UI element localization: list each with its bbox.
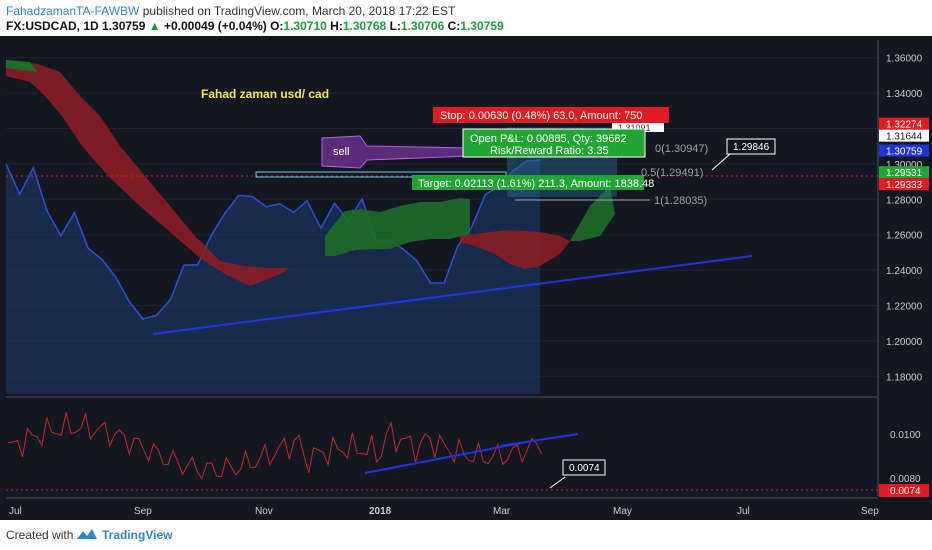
price-label-text: 1.29333	[886, 180, 923, 191]
price-label-text: 1.29531	[886, 168, 923, 179]
fib-05-label: 0.5(1.29491)	[641, 167, 703, 179]
osc-callout-text: 0.0074	[569, 463, 600, 474]
y-tick-label: 1.26000	[886, 231, 923, 242]
callout-box[interactable]	[726, 138, 776, 155]
x-tick-label: Mar	[493, 506, 511, 517]
osc-tick-1: 0.0100	[890, 430, 921, 441]
symbol-label: FX:USDCAD, 1D	[6, 19, 99, 33]
stop-value: 1.31091	[618, 123, 651, 133]
stop-text: Stop: 0.00630 (0.48%) 63.0, Amount: 750	[440, 110, 642, 122]
sell-label: sell	[333, 146, 350, 158]
price-line	[5, 159, 541, 320]
high-label: H:	[330, 19, 343, 33]
x-tick-label: 2018	[369, 506, 392, 517]
osc-trendline-b[interactable]	[499, 433, 579, 447]
created-with-text: Created with	[6, 528, 74, 542]
price-label-box	[879, 166, 929, 179]
publish-text: published on TradingView.com, March 20, …	[142, 4, 456, 18]
reward-zone	[507, 151, 617, 197]
oscillator-pane[interactable]: 0.0074 0.0100 0.0080 0.0074	[6, 412, 929, 497]
x-tick-label: Sep	[861, 506, 879, 517]
chart-header: FahadzamanTA-FAWBW published on TradingV…	[0, 0, 932, 36]
x-tick-label: Sep	[134, 506, 152, 517]
tradingview-logo-icon[interactable]	[76, 527, 98, 541]
stop-box[interactable]	[433, 107, 669, 123]
pnl-text: Open P&L: 0.00885, Qty: 39682	[470, 133, 627, 145]
price-label-box	[879, 144, 929, 157]
target-box[interactable]	[412, 175, 644, 190]
tradingview-brand[interactable]: TradingView	[102, 528, 173, 542]
symbol-info: FX:USDCAD, 1D 1.30759 ▲ +0.00049 (+0.04%…	[6, 19, 504, 33]
callout-text: 1.29846	[733, 142, 770, 153]
y-tick-label: 1.22000	[886, 302, 923, 313]
osc-current-text: 0.0074	[890, 486, 921, 497]
price-change: +0.00049 (+0.04%)	[163, 19, 267, 33]
x-tick-label: May	[613, 506, 632, 517]
price-label-box	[879, 117, 929, 130]
target-text: Target: 0.02113 (1.61%) 211.3, Amount: 1…	[418, 178, 654, 190]
cloud-bull-mid	[325, 198, 470, 256]
x-tick-label: Jul	[9, 506, 22, 517]
fib-0-label: 0(1.30947)	[655, 143, 708, 155]
chart-canvas[interactable]: sell Stop: 0.00630 (0.48%) 63.0, Amount:…	[0, 36, 932, 520]
price-label-box	[879, 129, 929, 142]
pnl-box[interactable]	[462, 128, 646, 158]
up-arrow-icon: ▲	[148, 19, 161, 33]
callout-pointer	[711, 153, 731, 171]
author-link[interactable]: FahadzamanTA-FAWBW	[6, 4, 140, 18]
footer: Created with TradingView	[0, 520, 932, 550]
open-value: 1.30710	[283, 19, 327, 33]
y-tick-label: 1.34000	[886, 89, 923, 100]
y-tick-label: 1.18000	[886, 372, 923, 383]
osc-callout-pointer	[549, 476, 566, 489]
price-label-text: 1.32274	[886, 120, 923, 131]
publish-info: FahadzamanTA-FAWBW published on TradingV…	[6, 4, 455, 18]
y-tick-label: 1.24000	[886, 266, 923, 277]
last-price: 1.30759	[102, 19, 146, 33]
y-axis-ticks: 1.360001.340001.320001.300001.280001.260…	[886, 54, 923, 384]
x-axis-ticks: Jul Sep Nov 2018 Mar May Jul Sep	[9, 506, 879, 517]
fib-1-label: 1(1.28035)	[654, 195, 707, 207]
high-value: 1.30768	[342, 19, 387, 33]
cloud-bull-left	[6, 60, 38, 72]
price-label-text: 1.30759	[886, 146, 923, 157]
price-area	[6, 160, 540, 394]
oscillator-line	[7, 412, 542, 480]
chart-title: Fahad zaman usd/ cad	[201, 87, 329, 101]
low-label: L:	[389, 19, 401, 33]
open-label: O:	[270, 19, 284, 33]
close-label: C:	[447, 19, 461, 33]
y-tick-label: 1.36000	[886, 54, 923, 65]
x-tick-label: Jul	[737, 506, 750, 517]
osc-current-box	[879, 484, 929, 497]
stop-value-box	[612, 123, 664, 132]
price-label-box	[879, 178, 929, 191]
trendline[interactable]	[152, 255, 753, 335]
cloud-bear	[6, 60, 290, 286]
y-tick-label: 1.28000	[886, 195, 923, 206]
y-tick-label: 1.20000	[886, 337, 923, 348]
range-box[interactable]	[255, 171, 507, 178]
osc-callout-box[interactable]	[562, 459, 606, 476]
x-tick-label: Nov	[255, 506, 273, 517]
cloud-bear-right	[460, 230, 570, 269]
y-tick-label: 1.30000	[886, 160, 923, 171]
low-value: 1.30706	[400, 19, 445, 33]
osc-tick-2: 0.0080	[890, 474, 921, 485]
chart-area[interactable]: sell Stop: 0.00630 (0.48%) 63.0, Amount:…	[0, 36, 932, 520]
close-value: 1.30759	[460, 19, 504, 33]
rr-text: Risk/Reward Ratio: 3.35	[490, 145, 609, 157]
price-label-text: 1.31644	[886, 132, 923, 143]
